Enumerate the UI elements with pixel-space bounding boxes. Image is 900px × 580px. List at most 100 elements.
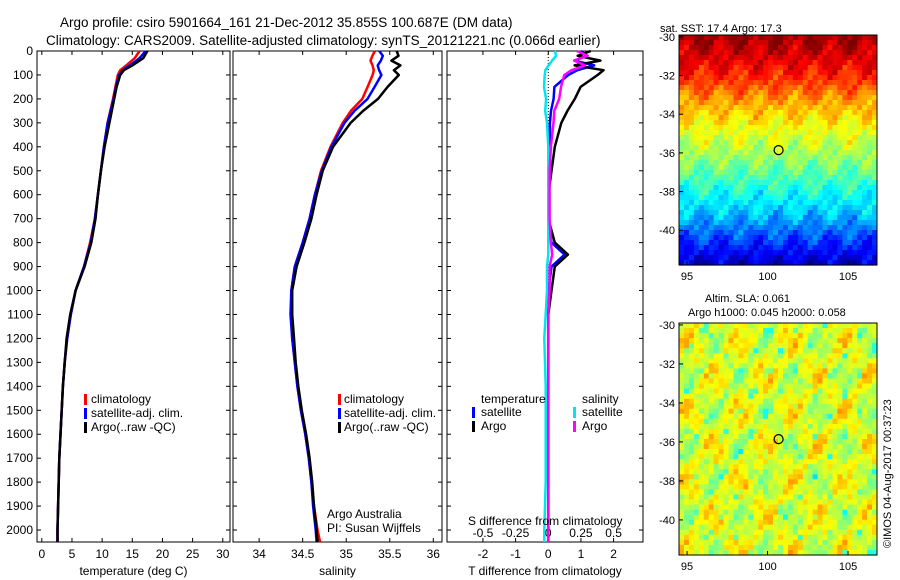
map-cell bbox=[862, 225, 868, 231]
map-cell bbox=[773, 150, 779, 156]
map-cell bbox=[807, 439, 814, 445]
map-cell bbox=[817, 195, 824, 201]
map-cell bbox=[748, 110, 754, 116]
map-cell bbox=[708, 434, 715, 440]
map-cell bbox=[743, 524, 749, 531]
map-cell bbox=[787, 403, 794, 410]
map-cell bbox=[842, 120, 848, 126]
map-cell bbox=[679, 145, 685, 151]
map-cell bbox=[693, 235, 700, 241]
map-cell bbox=[723, 529, 729, 536]
map-cell bbox=[743, 464, 749, 470]
map-cell bbox=[807, 80, 814, 86]
map-cell bbox=[684, 474, 690, 480]
map-cell bbox=[768, 115, 774, 121]
map-cell bbox=[807, 215, 814, 221]
map-cell bbox=[857, 454, 863, 460]
map-cell bbox=[748, 95, 754, 101]
map-cell bbox=[758, 175, 764, 181]
map-cell bbox=[688, 333, 695, 339]
map-cell bbox=[703, 459, 710, 465]
map-cell bbox=[679, 190, 685, 196]
map-cell bbox=[807, 333, 814, 339]
map-cell bbox=[817, 80, 824, 86]
map-cell bbox=[718, 170, 725, 176]
map-cell bbox=[872, 343, 878, 349]
map-cell bbox=[792, 115, 799, 121]
map-cell bbox=[758, 353, 764, 359]
map-cell bbox=[768, 235, 774, 241]
map-cell bbox=[728, 544, 734, 551]
map-cell bbox=[862, 423, 868, 430]
map-cell bbox=[817, 550, 824, 556]
map-cell bbox=[847, 90, 853, 96]
map-cell bbox=[738, 105, 744, 111]
map-cell bbox=[768, 423, 774, 430]
map-cell bbox=[817, 529, 824, 536]
map-cell bbox=[698, 100, 705, 106]
map-cell bbox=[768, 180, 774, 186]
map-cell bbox=[698, 40, 705, 46]
x-tick-label: 35.5 bbox=[378, 547, 402, 561]
map-cell bbox=[817, 130, 824, 136]
map-cell bbox=[827, 423, 833, 430]
map-cell bbox=[688, 494, 695, 501]
map-cell bbox=[773, 388, 779, 395]
map-cell bbox=[753, 175, 759, 181]
map-cell bbox=[797, 474, 804, 480]
map-cell bbox=[693, 95, 700, 101]
map-cell bbox=[773, 205, 779, 211]
map-cell bbox=[802, 449, 809, 455]
map-cell bbox=[773, 459, 779, 465]
map-cell bbox=[698, 439, 705, 445]
map-cell bbox=[698, 509, 705, 516]
map-cell bbox=[703, 484, 710, 490]
map-cell bbox=[703, 135, 710, 141]
map-cell bbox=[773, 358, 779, 364]
map-cell bbox=[738, 215, 744, 221]
map-cell bbox=[688, 413, 695, 420]
map-cell bbox=[723, 454, 729, 460]
map-cell bbox=[718, 418, 725, 425]
map-cell bbox=[807, 45, 814, 51]
map-cell bbox=[738, 80, 744, 86]
map-cell bbox=[679, 60, 685, 66]
map-cell bbox=[787, 539, 794, 546]
map-cell bbox=[792, 130, 799, 136]
map-cell bbox=[867, 55, 873, 61]
map-cell bbox=[718, 110, 725, 116]
map-cell bbox=[723, 105, 729, 111]
map-cell bbox=[708, 130, 715, 136]
map-cell bbox=[679, 539, 685, 546]
map-cell bbox=[718, 70, 725, 76]
map-cell bbox=[763, 353, 769, 359]
map-cell bbox=[743, 544, 749, 551]
map-cell bbox=[867, 348, 873, 354]
map-cell bbox=[713, 499, 720, 506]
map-cell bbox=[778, 155, 784, 161]
map-cell bbox=[847, 105, 853, 111]
map-cell bbox=[758, 125, 764, 131]
map-cell bbox=[847, 353, 853, 359]
map-cell bbox=[842, 378, 848, 385]
map-cell bbox=[822, 363, 828, 369]
map-cell bbox=[852, 403, 858, 410]
map-cell bbox=[713, 225, 720, 231]
map-cell bbox=[842, 373, 848, 379]
map-cell bbox=[832, 125, 838, 131]
map-cell bbox=[842, 35, 848, 41]
map-cell bbox=[783, 373, 789, 379]
map-cell bbox=[827, 80, 833, 86]
map-cell bbox=[768, 378, 774, 385]
map-cell bbox=[708, 165, 715, 171]
map-cell bbox=[862, 444, 868, 450]
map-cell bbox=[748, 413, 754, 420]
map-cell bbox=[807, 464, 814, 470]
map-cell bbox=[832, 45, 838, 51]
map-cell bbox=[703, 539, 710, 546]
map-cell bbox=[802, 459, 809, 465]
map-cell bbox=[817, 110, 824, 116]
map-cell bbox=[703, 358, 710, 364]
map-cell bbox=[728, 95, 734, 101]
map-cell bbox=[748, 434, 754, 440]
